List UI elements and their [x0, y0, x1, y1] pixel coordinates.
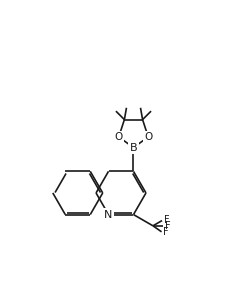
Text: O: O: [115, 132, 123, 142]
Text: F: F: [165, 221, 171, 231]
Text: N: N: [104, 210, 113, 220]
Text: B: B: [130, 143, 137, 153]
Text: F: F: [163, 227, 169, 237]
Text: F: F: [164, 215, 169, 225]
Text: O: O: [144, 132, 152, 142]
